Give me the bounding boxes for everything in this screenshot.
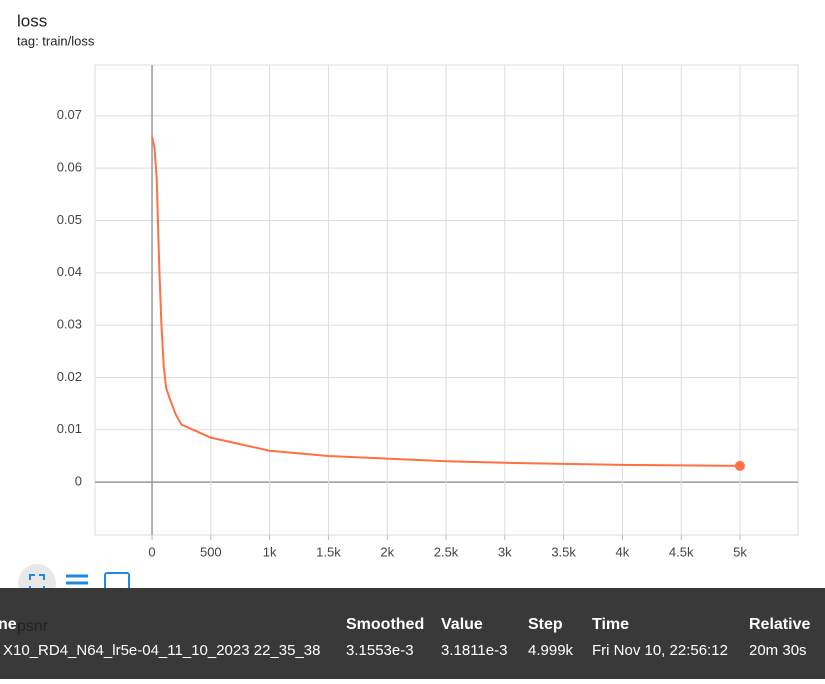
y-tick-label: 0.06	[57, 160, 82, 175]
y-tick-label: 0	[75, 474, 82, 489]
tooltip-header: Time	[592, 616, 629, 633]
last-point	[734, 460, 745, 471]
tooltip-cell: 3.1811e-3	[441, 642, 507, 659]
x-tick-label: 0	[148, 544, 155, 559]
y-tick-label: 0.02	[57, 369, 82, 384]
x-tick-label: 4.5k	[669, 544, 694, 559]
next-card-title: psnr	[17, 618, 49, 635]
tooltip-cell: 20m 30s	[749, 642, 807, 659]
x-tick-label: 2.5k	[434, 544, 459, 559]
x-tick-label: 3.5k	[551, 544, 576, 559]
y-tick-label: 0.07	[57, 107, 82, 122]
loss-line	[151, 136, 740, 467]
fit-icon	[29, 574, 45, 592]
y-tick-label: 0.05	[57, 212, 82, 227]
x-tick-label: 2k	[380, 544, 394, 559]
x-tick-label: 1.5k	[316, 544, 341, 559]
tooltip-cell: Fri Nov 10, 22:56:12	[592, 642, 728, 659]
log-icon[interactable]	[66, 574, 88, 592]
tooltip-cell: X10_RD4_N64_lr5e-04_11_10_2023 22_35_38	[3, 642, 321, 659]
y-tick-label: 0.01	[57, 421, 82, 436]
y-tick-label: 0.03	[57, 317, 82, 332]
y-tick-label: 0.04	[57, 264, 82, 279]
tooltip-cell: 3.1553e-3	[346, 642, 414, 659]
chart-title: loss	[17, 11, 47, 30]
tooltip-header: ne	[0, 616, 17, 633]
x-tick-label: 4k	[616, 544, 630, 559]
chart-subtitle: tag: train/loss	[17, 33, 95, 48]
x-tick-label: 5k	[733, 544, 747, 559]
tooltip-cell: 4.999k	[528, 642, 574, 659]
tooltip-panel	[0, 588, 825, 679]
x-tick-label: 3k	[498, 544, 512, 559]
tooltip-header: Relative	[749, 616, 810, 633]
tooltip-header: Value	[441, 616, 483, 633]
tooltip-header: Step	[528, 616, 563, 633]
x-tick-label: 500	[200, 544, 222, 559]
x-tick-label: 1k	[263, 544, 277, 559]
tooltip-header: Smoothed	[346, 616, 424, 633]
